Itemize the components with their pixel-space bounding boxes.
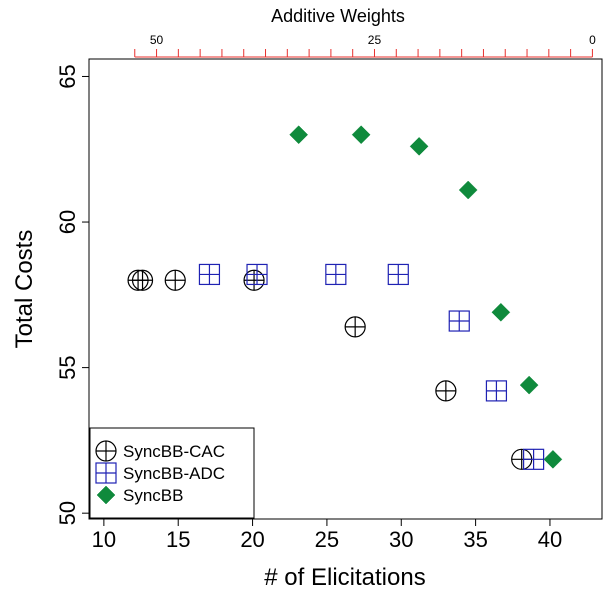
y-axis: 50 55 60 65: [55, 64, 89, 525]
legend-label-syncbb-cac: SyncBB-CAC: [123, 442, 225, 461]
point-syncbb-adc: [246, 263, 268, 286]
plot-frame: [88, 58, 603, 520]
legend-marker-syncbb-cac: [95, 440, 117, 462]
top-tick-label: 25: [368, 33, 382, 47]
point-syncbb: [519, 375, 539, 395]
point-syncbb-cac: [344, 316, 366, 338]
x-tick-label: 10: [92, 527, 116, 552]
point-syncbb-cac: [131, 269, 154, 291]
legend-box: [89, 427, 255, 519]
point-syncbb: [543, 449, 563, 469]
y-axis-title: Total Costs: [11, 230, 38, 349]
top-tick-label: 50: [150, 33, 164, 47]
point-syncbb-cac: [435, 380, 457, 402]
point-syncbb-adc: [387, 263, 409, 286]
y-tick-label: 65: [55, 64, 80, 88]
point-syncbb-cac: [164, 269, 186, 291]
top-axis: 50 25 0: [134, 33, 596, 58]
point-syncbb-adc: [485, 380, 508, 402]
point-syncbb: [409, 136, 429, 156]
legend-label-syncbb-adc: SyncBB-ADC: [123, 464, 225, 483]
y-tick-label: 50: [55, 501, 80, 525]
x-axis: 10 15 20 25 30 35 40: [92, 519, 562, 552]
y-tick-label: 55: [55, 355, 80, 379]
point-syncbb: [458, 180, 478, 200]
point-syncbb-adc: [325, 263, 347, 286]
point-syncbb-adc: [522, 448, 545, 470]
x-tick-label: 25: [315, 527, 339, 552]
point-syncbb: [351, 125, 371, 145]
legend-marker-syncbb: [96, 485, 116, 505]
x-tick-label: 15: [166, 527, 190, 552]
data-points: [127, 125, 563, 470]
x-tick-label: 30: [389, 527, 413, 552]
x-tick-label: 20: [240, 527, 264, 552]
legend-label-syncbb: SyncBB: [123, 486, 183, 505]
point-syncbb: [289, 125, 309, 145]
x-tick-label: 40: [538, 527, 562, 552]
x-tick-label: 35: [463, 527, 487, 552]
x-axis-title: # of Elicitations: [264, 564, 425, 591]
legend-marker-syncbb-adc: [95, 462, 117, 484]
y-tick-label: 60: [55, 210, 80, 234]
point-syncbb: [491, 302, 511, 322]
top-axis-title: Additive Weights: [271, 6, 405, 26]
point-syncbb-adc: [198, 263, 221, 286]
point-syncbb-adc: [448, 310, 470, 332]
top-tick-label: 0: [589, 33, 596, 47]
legend: SyncBB-CAC SyncBB-ADC SyncBB: [89, 427, 255, 519]
